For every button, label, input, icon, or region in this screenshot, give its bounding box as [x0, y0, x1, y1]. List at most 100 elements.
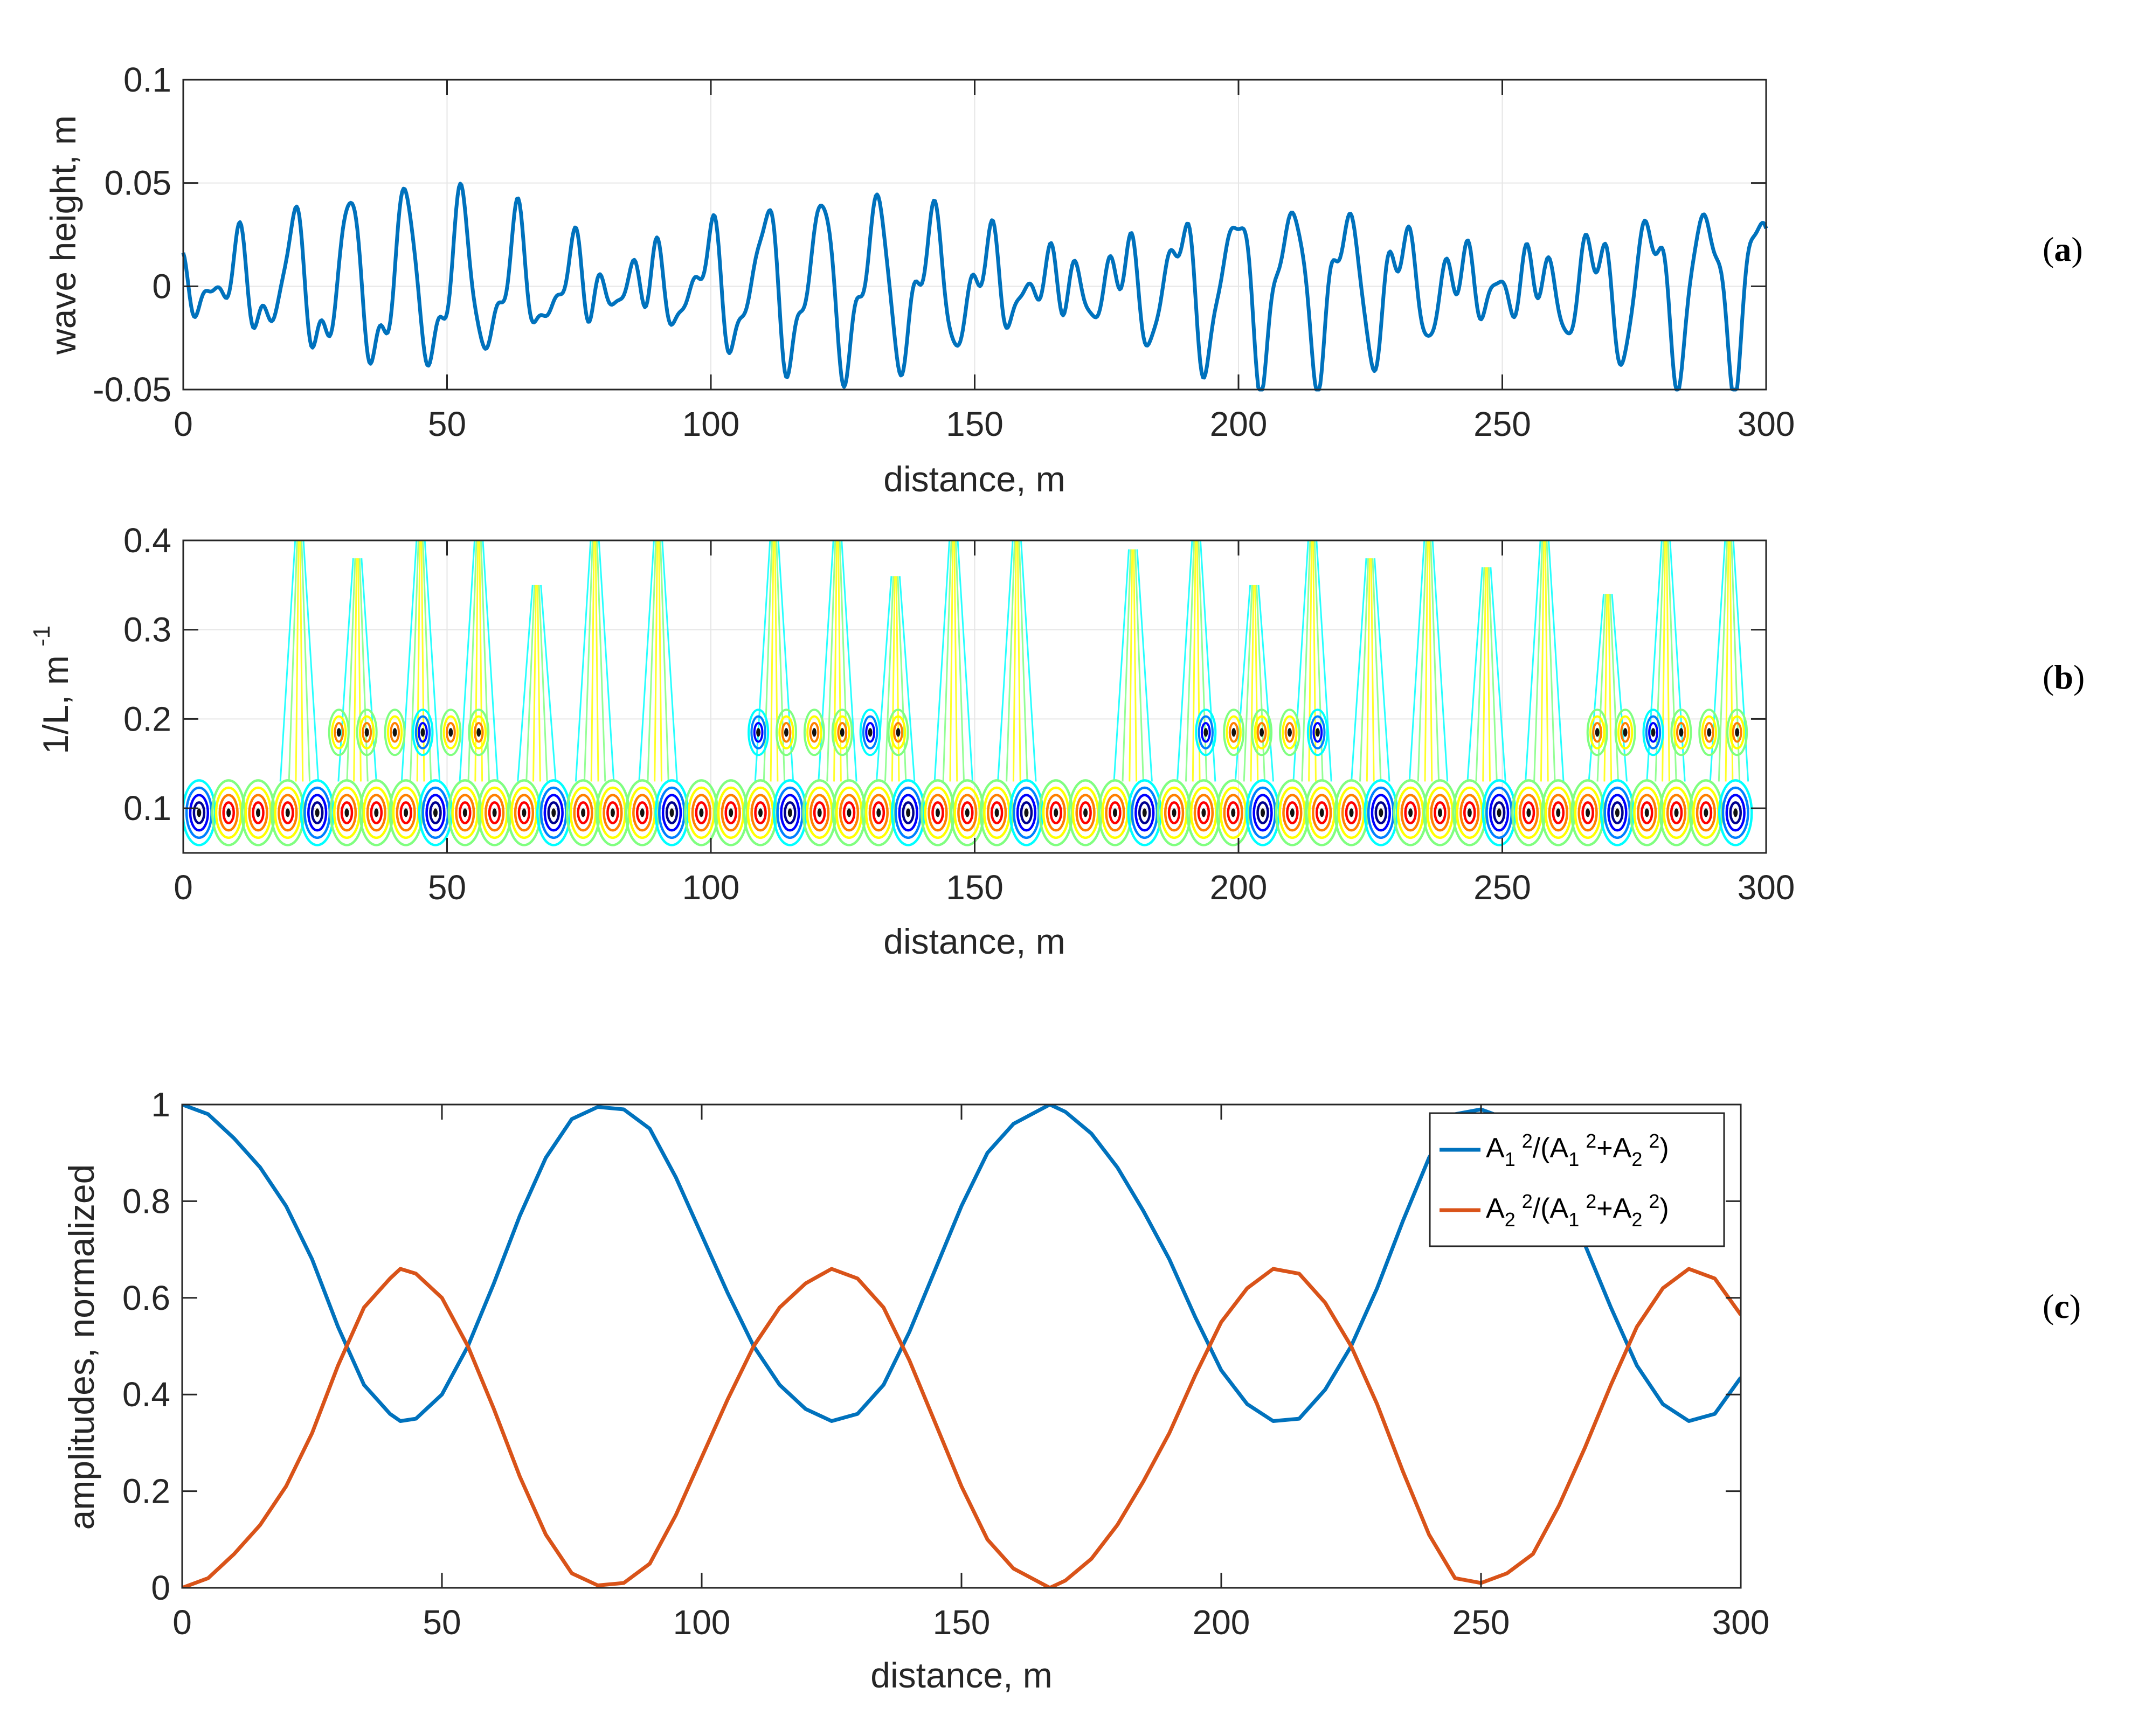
panel-a-xtick-label: 150	[946, 405, 1004, 443]
panel-b-plume-contour	[839, 540, 849, 782]
panel-b-contour-core	[433, 808, 438, 817]
panel-b-plume-contour	[1665, 540, 1670, 782]
panel-b-contour-core	[640, 808, 645, 817]
panel-b-plume-contour	[409, 540, 419, 782]
panel-b-contour-core	[787, 808, 792, 817]
panel-b-contour-ellipse	[1251, 709, 1273, 756]
panel-a-tag: (a)	[2043, 230, 2083, 268]
panel-b-contour-core	[1735, 728, 1740, 737]
panel-b-plume-contour	[1234, 585, 1251, 782]
panel-b-plume-contour	[598, 540, 615, 782]
panel-b-plume-contour	[659, 540, 669, 782]
panel-b-contour-core	[1674, 808, 1679, 817]
panel-b-contour-ellipse	[1725, 794, 1746, 832]
panel-b-contour-core	[1707, 728, 1712, 737]
panel-b-contour-ellipse	[218, 794, 239, 832]
panel-b-contour-ellipse	[1164, 794, 1185, 832]
panel-b-contour-ellipse	[1518, 794, 1539, 832]
panel-b-contour-ellipse	[1282, 715, 1298, 749]
panel-b-contour-ellipse	[514, 794, 535, 832]
panel-b-contour-ellipse	[1614, 709, 1636, 756]
panel-b-plume-contour	[1603, 594, 1608, 782]
panel-b-plume-contour	[538, 585, 548, 782]
panel-b-contour-ellipse	[248, 794, 268, 832]
panel-b-contour-core	[392, 728, 397, 737]
panel-b-contour-ellipse	[898, 794, 918, 832]
panel-b-plume-contour	[898, 576, 916, 782]
panel-b-plume-contour	[479, 540, 483, 782]
panel-b-contour-ellipse	[1227, 801, 1240, 824]
panel-b-contour-ellipse	[281, 801, 294, 824]
panel-b-contour-ellipse	[517, 801, 531, 824]
panel-b-plume-contour	[1006, 540, 1016, 782]
panel-b-plume-contour	[1417, 540, 1427, 782]
panel-b-contour-ellipse	[1552, 801, 1565, 824]
panel-b-contour-core	[1024, 808, 1029, 817]
panel-b-contour-core	[1260, 728, 1264, 737]
panel-b-contour-ellipse	[1589, 715, 1606, 749]
panel-b-plume-contour	[1372, 558, 1382, 782]
panel-b-plume-contour	[1611, 594, 1628, 782]
panel-b-ylabel-group: 1/L, m -1	[29, 626, 75, 754]
panel-b-plume-contour	[1588, 594, 1605, 782]
panel-b-plume-contour	[1490, 567, 1506, 782]
panel-b-contour-ellipse	[1729, 801, 1742, 824]
panel-b-ticks: 0 50 100 150 200 250 300 0.1 0.2 0.3 0.4	[123, 521, 1795, 907]
panel-b-plume-contour	[1646, 540, 1663, 782]
panel-b-contour-core	[1315, 728, 1320, 737]
panel-b-plume-contour	[583, 540, 593, 782]
panel-b-xlabel: distance, m	[883, 921, 1065, 961]
panel-b-contour-core	[1349, 808, 1354, 817]
panel-b-contour-ellipse	[1256, 721, 1267, 743]
panel-b-contour-core	[1497, 808, 1501, 817]
panel-b-contour-ellipse	[813, 801, 826, 824]
panel-b-plume-contour	[1370, 558, 1375, 782]
panel-b-plume-contour	[590, 540, 595, 782]
panel-b-contour-ellipse	[961, 801, 974, 824]
panel-b-plume-contour	[1608, 594, 1613, 782]
panel-b-contour-ellipse	[1701, 715, 1717, 749]
panel-b-plume-contour	[1548, 540, 1565, 782]
panel-b-plume-contour	[1725, 540, 1729, 782]
panel-a-ytick-label: 0.1	[123, 60, 171, 99]
panel-b-plume-contour	[897, 576, 907, 782]
panel-b-contour-core	[1379, 808, 1383, 817]
panel-b-contour-core	[226, 808, 231, 817]
panel-b-plume-contour	[1243, 585, 1253, 782]
panel-b-contour-core	[1615, 808, 1620, 817]
panel-b-contour-ellipse	[887, 709, 909, 756]
panel-c-plot-area	[182, 1105, 1741, 1588]
panel-b-plume-contour	[416, 540, 421, 782]
panel-b-contour-ellipse	[1607, 794, 1628, 832]
panel-b-contour-ellipse	[1020, 801, 1033, 824]
panel-b-contour-ellipse	[842, 801, 856, 824]
panel-b-plume-contour	[302, 540, 320, 782]
panel-b-plume-contour	[353, 558, 358, 782]
panel-b-contour-ellipse	[865, 721, 876, 743]
panel-b-contour-ellipse	[577, 801, 590, 824]
panel-b-contour-core	[197, 808, 202, 817]
panel-b-plume-contour	[400, 540, 418, 782]
panel-b-plume-contour	[1546, 540, 1556, 782]
panel-b-contour-ellipse	[635, 801, 649, 824]
panel-b-plume-contour	[1482, 567, 1487, 782]
panel-b-contour-core	[336, 728, 341, 737]
panel-b-contour-ellipse	[890, 715, 907, 749]
panel-b-contour-ellipse	[1312, 794, 1332, 832]
panel-b-contour-ellipse	[1620, 721, 1631, 743]
panel-b-plume-contour	[1544, 540, 1549, 782]
panel-b-plume-contour	[1129, 549, 1133, 782]
panel-b-contour-ellipse	[1699, 801, 1713, 824]
panel-c-ticks: 0 50 100 150 200 250 300 0 0.2 0.4 0.6 0.8 1	[122, 1085, 1769, 1642]
panel-b-plume-contour	[482, 540, 499, 782]
panel-b-plume-contour	[957, 540, 974, 782]
panel-b-contour-ellipse	[1223, 709, 1245, 756]
panel-b-contour-ellipse	[573, 794, 593, 832]
panel-b-contour-core	[344, 808, 349, 817]
panel-b-contour-core	[581, 808, 586, 817]
panel-b-contour-core	[784, 728, 788, 737]
panel-b-tag: (b)	[2043, 658, 2085, 696]
panel-b-plume-contour	[295, 540, 300, 782]
